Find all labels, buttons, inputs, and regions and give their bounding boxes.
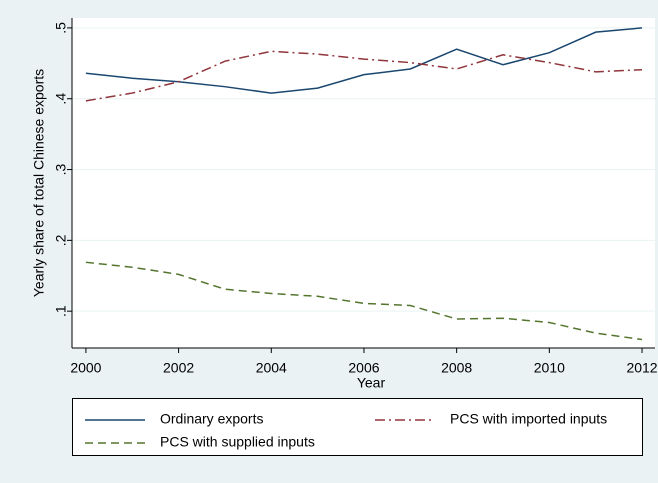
x-tick-label: 2010 (534, 360, 565, 376)
legend-label: PCS with supplied inputs (160, 434, 315, 450)
y-tick-label: .1 (53, 305, 69, 317)
x-tick-label: 2008 (441, 360, 472, 376)
y-axis-title: Yearly share of total Chinese exports (31, 69, 47, 297)
x-tick-label: 2012 (626, 360, 657, 376)
y-tick-label: .5 (53, 22, 69, 34)
x-tick-label: 2004 (256, 360, 287, 376)
series-line (85, 261, 643, 341)
y-tick-label: .3 (53, 163, 69, 175)
legend-box (72, 398, 643, 456)
series-line (85, 50, 643, 102)
legend-label: Ordinary exports (160, 411, 263, 427)
x-tick-label: 2006 (348, 360, 379, 376)
x-tick-label: 2002 (163, 360, 194, 376)
x-tick-label: 2000 (70, 360, 101, 376)
plot-area (72, 18, 655, 348)
x-axis-title: Year (357, 375, 386, 391)
y-tick-label: .2 (53, 234, 69, 246)
legend-label: PCS with imported inputs (450, 411, 607, 427)
y-tick-label: .4 (53, 93, 69, 105)
